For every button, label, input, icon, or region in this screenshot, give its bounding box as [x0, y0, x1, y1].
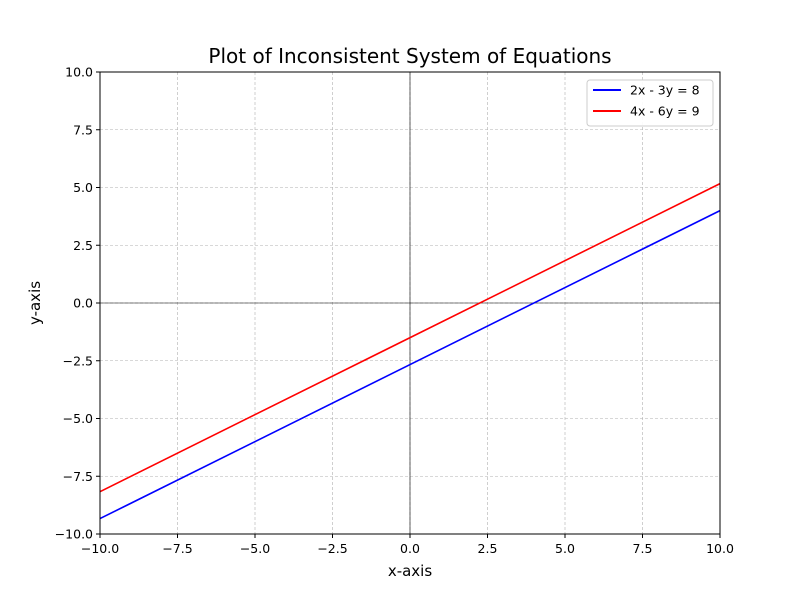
chart-title: Plot of Inconsistent System of Equations	[208, 44, 611, 68]
y-tick-label: 0.0	[73, 296, 93, 311]
series-line-2	[99, 182, 721, 493]
x-tick-label: 5.0	[555, 541, 575, 556]
y-axis-title: y-axis	[26, 281, 44, 325]
zero-axes	[100, 72, 720, 534]
x-tick-label: 7.5	[633, 541, 653, 556]
legend: 2x - 3y = 8 4x - 6y = 9	[586, 79, 714, 127]
y-tick-label: −5.0	[63, 411, 93, 426]
y-tick-label: −7.5	[63, 469, 93, 484]
x-tick-label: −10.0	[81, 541, 119, 556]
x-tick-label: 10.0	[706, 541, 734, 556]
x-axis-title: x-axis	[388, 562, 433, 580]
legend-label-2: 4x - 6y = 9	[630, 104, 700, 119]
x-tick-label: 2.5	[478, 541, 498, 556]
legend-label-1: 2x - 3y = 8	[630, 83, 700, 98]
y-tick-label: 2.5	[73, 238, 93, 253]
x-tick-label: −5.0	[240, 541, 270, 556]
x-tick-label: 0.0	[400, 541, 420, 556]
y-tick-label: 7.5	[73, 122, 93, 137]
series-line-1	[99, 209, 721, 520]
x-tick-label: −2.5	[317, 541, 347, 556]
y-tick-label: 5.0	[73, 180, 93, 195]
y-tick-label: −2.5	[63, 353, 93, 368]
legend-box	[586, 79, 714, 127]
x-ticks: −10.0 −7.5 −5.0 −2.5 0.0 2.5 5.0 7.5 10.0	[81, 534, 734, 556]
y-tick-label: −10.0	[55, 527, 93, 542]
x-tick-label: −7.5	[162, 541, 192, 556]
y-ticks: −10.0 −7.5 −5.0 −2.5 0.0 2.5 5.0 7.5 10.0	[55, 65, 100, 542]
series-lines	[99, 182, 721, 520]
y-tick-label: 10.0	[65, 65, 93, 80]
